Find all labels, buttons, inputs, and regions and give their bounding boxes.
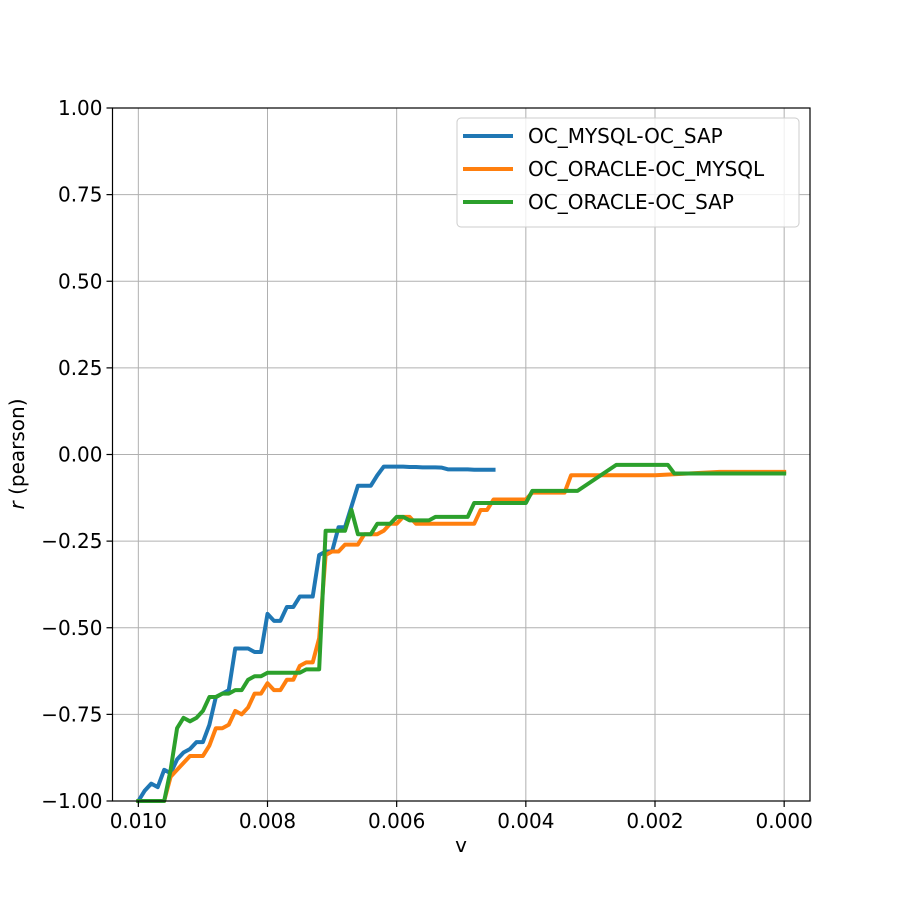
legend: OC_MYSQL-OC_SAP OC_ORACLE-OC_MYSQL OC_ORAC… bbox=[456, 117, 800, 228]
x-tick-label: 0.010 bbox=[110, 809, 167, 833]
y-tick-label: −0.50 bbox=[41, 616, 102, 640]
x-axis-label: v bbox=[455, 833, 467, 857]
ticks: 0.010 0.008 0.006 0.004 0.002 0.000 −1.00 −0.75… bbox=[41, 96, 813, 833]
series-line-3 bbox=[136, 462, 787, 803]
x-tick-label: 0.006 bbox=[368, 809, 425, 833]
y-axis-label: r (pearson) bbox=[5, 398, 29, 509]
y-tick-label: 0.25 bbox=[58, 356, 103, 380]
y-tick-label: 1.00 bbox=[58, 96, 103, 120]
legend-label-3: OC_ORACLE-OC_SAP bbox=[528, 190, 734, 214]
legend-label-2: OC_ORACLE-OC_MYSQL bbox=[528, 157, 765, 181]
y-axis-label-symbol: r bbox=[5, 500, 29, 510]
y-tick-label: 0.00 bbox=[58, 443, 103, 467]
x-tick-label: 0.004 bbox=[497, 809, 554, 833]
y-tick-label: −0.75 bbox=[41, 702, 102, 726]
series-line-1 bbox=[135, 464, 496, 804]
y-tick-label: −1.00 bbox=[41, 789, 102, 813]
series-group bbox=[135, 462, 787, 804]
y-tick-label: 0.50 bbox=[58, 269, 103, 293]
legend-box bbox=[456, 117, 800, 228]
y-axis-label-text: (pearson) bbox=[5, 398, 29, 501]
x-tick-label: 0.008 bbox=[239, 809, 296, 833]
x-tick-label: 0.002 bbox=[626, 809, 683, 833]
x-tick-label: 0.000 bbox=[756, 809, 813, 833]
y-tick-label: −0.25 bbox=[41, 529, 102, 553]
y-tick-label: 0.75 bbox=[58, 183, 103, 207]
legend-label-1: OC_MYSQL-OC_SAP bbox=[528, 124, 723, 148]
